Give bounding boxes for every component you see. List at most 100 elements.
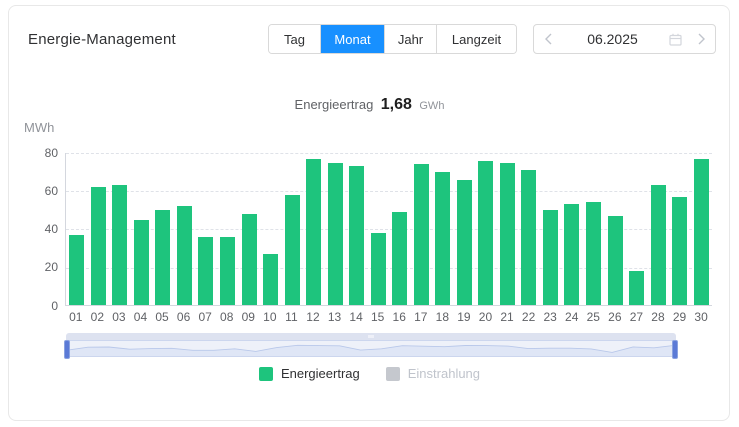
grip-icon — [368, 335, 374, 338]
y-axis-unit-label: MWh — [24, 120, 55, 135]
bar-column — [131, 153, 153, 305]
chevron-right-icon[interactable] — [687, 25, 715, 53]
x-tick-label: 12 — [306, 310, 320, 324]
bar-26[interactable] — [607, 215, 623, 305]
x-tick-label: 21 — [500, 310, 514, 324]
x-tick-label: 07 — [198, 310, 212, 324]
bar-07[interactable] — [198, 236, 214, 305]
bar-column — [303, 153, 325, 305]
gray-swatch-icon — [385, 366, 400, 381]
bar-01[interactable] — [69, 234, 85, 305]
bar-column — [217, 153, 239, 305]
bar-20[interactable] — [478, 160, 494, 305]
x-tick-label: 09 — [241, 310, 255, 324]
slider-handle-right[interactable] — [672, 340, 678, 359]
bar-column — [109, 153, 131, 305]
bar-25[interactable] — [586, 202, 602, 305]
shadow-line — [67, 344, 675, 353]
date-value[interactable]: 06.2025 — [587, 31, 638, 47]
bar-28[interactable] — [650, 185, 666, 305]
bar-06[interactable] — [176, 206, 192, 305]
slider-data-shadow — [67, 344, 675, 356]
bar-14[interactable] — [349, 166, 365, 305]
bar-column — [195, 153, 217, 305]
bar-12[interactable] — [306, 158, 322, 305]
legend-item-einstrahlung[interactable]: Einstrahlung — [385, 366, 481, 381]
bar-column — [389, 153, 411, 305]
legend-label: Einstrahlung — [407, 366, 481, 381]
x-tick-label: 13 — [327, 310, 342, 324]
bars-container — [66, 153, 712, 305]
bar-column — [411, 153, 433, 305]
x-tick-label: 29 — [672, 310, 687, 324]
bar-04[interactable] — [133, 219, 149, 305]
legend-item-energieertrag[interactable]: Energieertrag — [258, 366, 360, 381]
slider-track[interactable] — [64, 340, 678, 359]
x-tick-label: 02 — [90, 310, 105, 324]
bar-column — [174, 153, 196, 305]
bar-column — [432, 153, 454, 305]
bar-24[interactable] — [564, 204, 580, 305]
bar-30[interactable] — [693, 158, 709, 305]
y-tick-label: 40 — [44, 222, 58, 236]
bar-column — [583, 153, 605, 305]
bar-16[interactable] — [392, 211, 408, 305]
bar-18[interactable] — [435, 172, 451, 305]
x-tick-label: 10 — [263, 310, 277, 324]
bar-column — [66, 153, 88, 305]
x-tick-label: 18 — [435, 310, 450, 324]
x-tick-label: 06 — [176, 310, 191, 324]
slider-handle-left[interactable] — [64, 340, 70, 359]
summary-unit: GWh — [419, 100, 445, 112]
bar-column — [540, 153, 562, 305]
x-axis-labels: 01 02 03 04 05 06 07 08 09 10 11 12 13 14 15 16 17 18 19 20… — [65, 310, 712, 324]
bar-column — [260, 153, 282, 305]
x-tick-label: 22 — [521, 310, 536, 324]
x-tick-label: 16 — [392, 310, 406, 324]
plot-area — [65, 153, 712, 306]
bar-23[interactable] — [542, 210, 558, 305]
shadow-fill — [67, 345, 675, 356]
x-tick-label: 14 — [349, 310, 363, 324]
x-tick-label: 03 — [112, 310, 126, 324]
bar-column — [238, 153, 260, 305]
bar-column — [324, 153, 346, 305]
bar-22[interactable] — [521, 170, 537, 305]
y-tick-label: 0 — [51, 299, 58, 313]
bar-column — [475, 153, 497, 305]
tab-jahr[interactable]: Jahr — [385, 25, 437, 53]
calendar-icon[interactable] — [663, 25, 687, 53]
bar-21[interactable] — [499, 162, 515, 305]
x-tick-label: 08 — [220, 310, 234, 324]
tab-tag[interactable]: Tag — [269, 25, 321, 53]
bar-09[interactable] — [241, 213, 257, 305]
bar-15[interactable] — [370, 232, 386, 305]
bar-03[interactable] — [112, 185, 128, 305]
gridline-20 — [66, 268, 712, 269]
bar-13[interactable] — [327, 162, 343, 305]
x-tick-label: 20 — [478, 310, 493, 324]
bar-11[interactable] — [284, 194, 300, 305]
bar-column — [497, 153, 519, 305]
bar-02[interactable] — [90, 187, 106, 305]
tab-langzeit[interactable]: Langzeit — [437, 25, 516, 53]
bar-17[interactable] — [413, 164, 429, 305]
bar-column — [88, 153, 110, 305]
bar-column — [647, 153, 669, 305]
bar-19[interactable] — [456, 179, 472, 305]
summary-value: 1,68 — [380, 96, 412, 113]
bar-10[interactable] — [263, 253, 279, 305]
tab-monat[interactable]: Monat — [321, 25, 385, 53]
page-title: Energie-Management — [28, 31, 176, 48]
x-tick-label: 17 — [414, 310, 428, 324]
chevron-left-icon[interactable] — [534, 25, 562, 53]
bar-08[interactable] — [219, 236, 235, 305]
x-tick-label: 11 — [285, 310, 298, 324]
bar-05[interactable] — [155, 210, 171, 305]
y-tick-label: 20 — [44, 260, 58, 274]
bar-29[interactable] — [672, 196, 688, 305]
x-tick-label: 05 — [155, 310, 169, 324]
slider-move-handle[interactable] — [66, 333, 676, 340]
bar-27[interactable] — [629, 270, 645, 305]
chart-legend: Energieertrag Einstrahlung — [0, 366, 739, 381]
